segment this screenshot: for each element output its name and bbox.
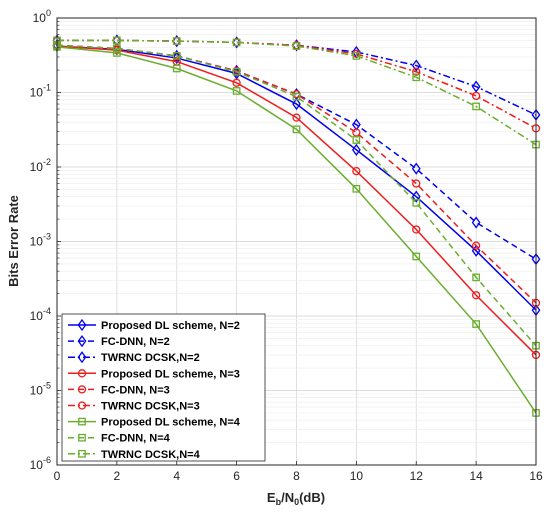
legend-label: Proposed DL scheme, N=3 [101, 368, 240, 380]
data-point [471, 244, 481, 257]
legend-marker [78, 417, 86, 426]
series-line [57, 39, 537, 146]
data-point [172, 37, 181, 45]
data-point [412, 252, 421, 261]
series-line [56, 45, 537, 356]
x-tick-label: 2 [114, 469, 121, 483]
data-point [411, 190, 421, 203]
legend-label: Proposed DL scheme, N=2 [101, 320, 240, 332]
legend-item: FC-DNN, N=4 [68, 433, 171, 445]
legend-item: Proposed DL scheme, N=2 [68, 318, 240, 332]
legend-marker [77, 401, 87, 410]
legend-label: TWRNC DCSK,N=2 [101, 352, 200, 364]
data-point [292, 39, 301, 52]
data-point [412, 199, 421, 207]
x-tick-label: 16 [529, 469, 543, 483]
data-point [172, 64, 181, 73]
data-point [352, 52, 361, 60]
data-point [471, 80, 481, 93]
data-point [471, 91, 481, 101]
data-point [412, 67, 421, 76]
data-point [412, 179, 421, 188]
legend-label: FC-DNN, N=4 [101, 433, 171, 445]
y-tick-label: 10-1 [30, 83, 51, 100]
legend-marker [77, 351, 87, 364]
data-point [172, 52, 181, 60]
y-tick-label: 10-6 [30, 455, 51, 472]
x-tick-label: 8 [293, 469, 300, 483]
data-point [471, 291, 481, 300]
legend-item: TWRNC DCSK,N=3 [68, 401, 200, 413]
legend-item: FC-DNN, N=3 [68, 384, 170, 396]
data-point [113, 36, 121, 45]
series-line [56, 46, 537, 414]
data-point [471, 216, 481, 229]
data-point [232, 67, 241, 76]
data-point [292, 42, 301, 50]
legend-marker [77, 318, 87, 332]
data-point [472, 320, 480, 328]
y-tick-label: 10-5 [30, 381, 51, 398]
data-point [352, 128, 361, 137]
series-line [56, 44, 537, 347]
data-point [292, 97, 301, 111]
data-point [352, 166, 361, 176]
data-point [232, 64, 242, 78]
data-point [292, 125, 301, 134]
data-point [232, 38, 241, 47]
y-tick-label: 100 [33, 8, 51, 25]
legend-item: Proposed DL scheme, N=4 [68, 417, 241, 429]
data-point [172, 34, 182, 48]
data-point [472, 273, 480, 282]
legend-label: TWRNC DCSK,N=3 [101, 401, 200, 413]
series-8 [53, 41, 540, 350]
data-point [232, 78, 241, 87]
data-point [411, 162, 421, 175]
x-tick-label: 6 [233, 469, 240, 483]
y-tick-label: 10-4 [30, 306, 51, 323]
legend: Proposed DL scheme, N=2 FC-DNN, N=2 TWRNC … [61, 313, 266, 462]
data-point [351, 143, 361, 156]
y-tick-label: 10-2 [30, 157, 51, 174]
legend-item: FC-DNN, N=2 [68, 334, 170, 348]
y-tick-label: 10-3 [30, 232, 51, 249]
data-point [232, 87, 241, 95]
data-point [412, 73, 421, 82]
legend-marker [77, 334, 87, 348]
data-point [352, 184, 361, 193]
legend-item: TWRNC DCSK,N=2 [68, 351, 200, 364]
x-tick-label: 10 [350, 469, 364, 483]
legend-label: FC-DNN, N=3 [101, 384, 170, 396]
x-tick-label: 12 [410, 469, 424, 483]
legend-item: Proposed DL scheme, N=3 [68, 368, 240, 380]
x-tick-label: 4 [173, 469, 180, 483]
legend-item: TWRNC DCSK,N=4 [68, 449, 201, 461]
legend-label: FC-DNN, N=2 [101, 336, 170, 348]
x-tick-label: 14 [469, 469, 483, 483]
legend-box [61, 313, 266, 462]
data-point [471, 241, 481, 250]
series-layer [52, 34, 541, 417]
data-point [232, 36, 242, 49]
legend-label: Proposed DL scheme, N=4 [101, 417, 241, 429]
data-point [292, 113, 301, 122]
data-point [292, 92, 301, 101]
data-point [113, 49, 121, 57]
x-axis-label: Eb/N0(dB) [267, 490, 325, 507]
legend-marker [77, 385, 87, 394]
x-tick-label: 0 [54, 469, 61, 483]
data-point [113, 44, 121, 53]
data-point [472, 102, 480, 111]
legend-label: TWRNC DCSK,N=4 [101, 449, 201, 461]
data-point [352, 136, 361, 144]
legend-marker [78, 449, 86, 458]
legend-marker [78, 433, 86, 442]
data-point [412, 225, 421, 234]
series-line [56, 45, 537, 311]
axis-ticks: 0 2 4 6 8 10 12 14 16 100 10-1 10-2 10-3 10-4 10-5 10-6 [30, 8, 543, 483]
data-point [411, 59, 421, 72]
y-axis-label: Bits Error Rate [6, 195, 21, 287]
legend-marker [77, 369, 87, 378]
